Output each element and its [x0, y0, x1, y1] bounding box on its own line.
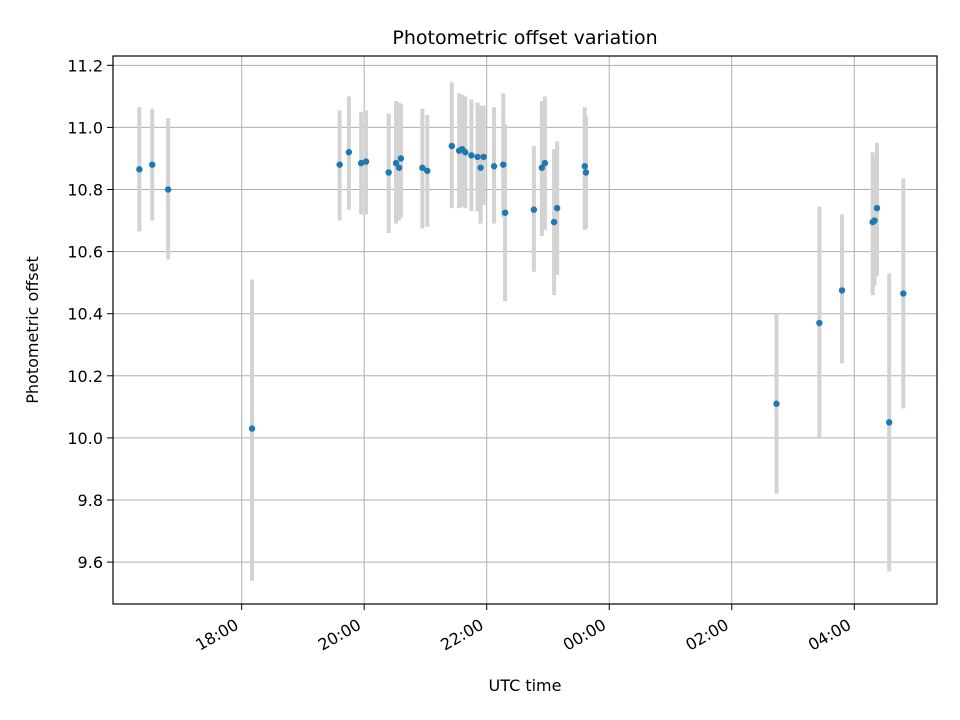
data-point — [345, 149, 353, 156]
x-tick-label: 20:00 — [315, 615, 364, 655]
data-point — [248, 425, 256, 432]
y-tick-label: 10.0 — [67, 429, 103, 448]
data-point — [501, 209, 509, 216]
y-axis-ticks: 9.6 9.8 10.0 10.2 10.4 10.6 10.8 11.0 11.2 — [67, 56, 113, 572]
data-point — [538, 164, 546, 171]
data-point — [873, 204, 881, 212]
y-tick-label: 10.6 — [67, 243, 103, 262]
y-axis-label: Photometric offset — [23, 256, 42, 404]
y-tick-label: 10.2 — [67, 367, 103, 386]
data-point — [530, 206, 538, 213]
x-tick-label: 00:00 — [560, 615, 609, 655]
data-point — [419, 164, 426, 171]
data-point — [816, 319, 823, 327]
y-tick-label: 9.8 — [78, 491, 103, 510]
plot-area-frame — [112, 55, 938, 605]
data-point — [582, 169, 590, 176]
x-tick-label: 22:00 — [437, 615, 486, 655]
data-point — [362, 158, 370, 165]
data-point — [838, 287, 846, 294]
error-bars — [137, 82, 906, 581]
x-axis-label: UTC time — [489, 676, 562, 695]
data-point — [886, 419, 893, 426]
data-point — [480, 153, 487, 161]
data-point — [385, 169, 392, 176]
data-point — [541, 159, 549, 167]
data-point — [357, 159, 365, 167]
data-point — [397, 155, 405, 162]
y-tick-label: 10.8 — [67, 181, 103, 200]
y-tick-label: 11.0 — [67, 118, 103, 137]
data-point — [581, 163, 588, 170]
data-point — [392, 159, 400, 167]
x-tick-label: 02:00 — [682, 615, 731, 655]
data-point — [474, 153, 481, 161]
data-point — [490, 163, 498, 170]
data-point — [500, 161, 507, 168]
data-point — [336, 161, 343, 168]
x-axis-ticks: 18:00 20:00 22:00 00:00 02:00 04:00 — [192, 604, 855, 655]
data-point — [468, 152, 475, 159]
data-point — [395, 164, 403, 171]
data-point — [164, 186, 172, 193]
data-point — [773, 400, 780, 407]
data-point — [550, 218, 558, 226]
data-point — [462, 149, 469, 156]
y-tick-label: 10.4 — [67, 305, 103, 324]
data-point — [424, 167, 431, 175]
x-tick-label: 18:00 — [192, 615, 241, 655]
data-points — [136, 142, 907, 432]
data-point — [900, 290, 907, 297]
grid — [113, 56, 937, 604]
data-point — [871, 217, 878, 224]
data-point — [136, 166, 143, 173]
y-tick-label: 11.2 — [67, 56, 103, 75]
data-point — [553, 204, 561, 212]
data-point — [477, 164, 484, 171]
x-tick-label: 04:00 — [805, 615, 854, 655]
data-point — [448, 142, 455, 150]
chart-title: Photometric offset variation — [392, 27, 657, 49]
y-tick-label: 9.6 — [78, 553, 103, 572]
data-point — [149, 161, 156, 168]
